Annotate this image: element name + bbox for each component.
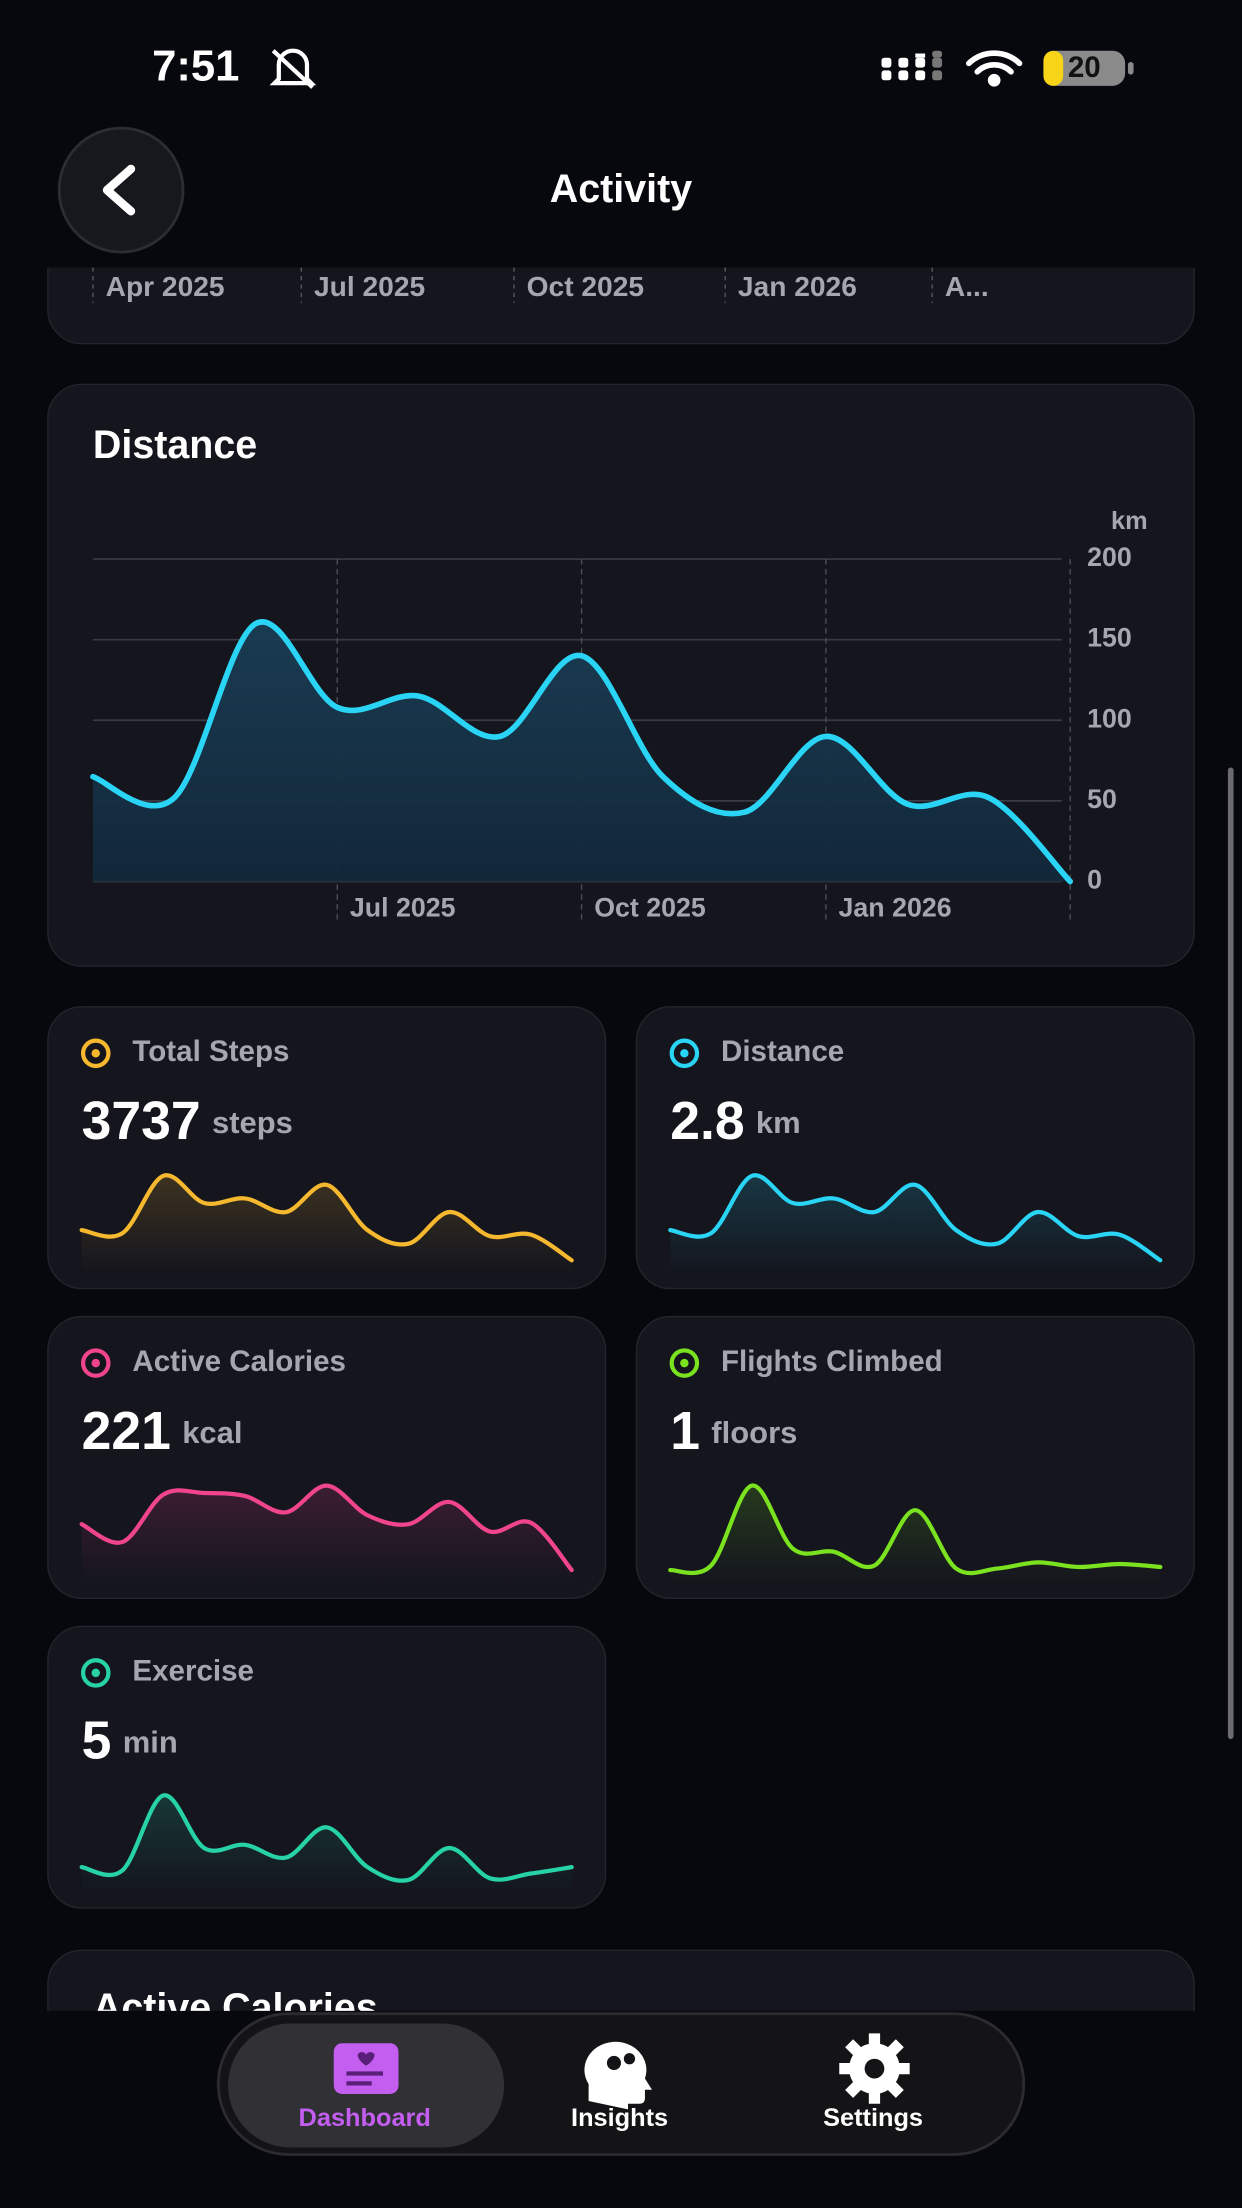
settings-icon <box>839 2033 910 2104</box>
x-tick-label: Jul 2025 <box>350 893 456 923</box>
card-unit: km <box>756 1105 801 1140</box>
metric-card: Flights Climbed 1 floors <box>635 1315 1195 1599</box>
chart-title: Distance <box>93 423 257 467</box>
x-tick-label: Apr 2025 <box>106 271 225 302</box>
metric-card: Distance 2.8 km <box>635 1006 1195 1290</box>
card-unit: floors <box>711 1415 797 1450</box>
card-unit: steps <box>212 1105 293 1140</box>
mute-icon <box>269 48 317 89</box>
insights-icon <box>584 2041 652 2110</box>
card-icon <box>80 1348 111 1378</box>
card-value-line: 2.8 km <box>670 1092 800 1151</box>
card-title: Flights Climbed <box>721 1345 943 1378</box>
wifi-icon <box>966 50 1023 87</box>
x-tick-label: Oct 2025 <box>594 893 706 923</box>
card-value: 5 <box>82 1712 112 1771</box>
card-icon-dot <box>680 1358 689 1368</box>
card-value: 1 <box>670 1402 700 1461</box>
header-bg <box>0 0 1242 268</box>
status-time: 7:51 <box>152 42 239 91</box>
card-icon <box>80 1658 111 1688</box>
metric-card: Active Calories 221 kcal <box>47 1315 607 1599</box>
metric-card: Total Steps 3737 steps <box>47 1006 607 1290</box>
sparkline-fill <box>81 1795 572 1894</box>
sparkline <box>79 1793 574 1883</box>
area-fill <box>92 621 1071 882</box>
y-tick-label: 150 <box>1087 623 1132 653</box>
x-tick-label: Oct 2025 <box>527 271 644 302</box>
sparkline <box>79 1483 574 1573</box>
card-icon-dot <box>680 1049 689 1058</box>
back-button[interactable] <box>57 126 185 254</box>
card-icon-dot <box>91 1049 100 1058</box>
card-icon <box>80 1038 111 1069</box>
sparkline-fill <box>670 1175 1161 1275</box>
y-tick-label: 100 <box>1087 703 1132 733</box>
card-value: 3737 <box>82 1092 201 1151</box>
card-title: Total Steps <box>132 1035 289 1068</box>
card-title: Distance <box>721 1035 844 1068</box>
card-value-line: 3737 steps <box>82 1092 293 1151</box>
sparkline <box>79 1173 574 1263</box>
card-title: Active Calories <box>132 1345 346 1378</box>
y-tick-label: 0 <box>1087 865 1102 895</box>
card-icon <box>669 1348 700 1378</box>
tab-label[interactable]: Settings <box>823 2104 923 2132</box>
card-title: Exercise <box>132 1655 254 1688</box>
card-value: 221 <box>82 1402 171 1461</box>
y-axis-label: km <box>1111 507 1148 535</box>
card-unit: min <box>123 1725 178 1760</box>
card-icon <box>669 1038 700 1069</box>
sparkline-fill <box>81 1175 572 1275</box>
x-tick-label: A... <box>945 271 989 302</box>
battery-icon: 20 <box>1043 50 1134 86</box>
y-tick-label: 200 <box>1087 542 1132 572</box>
card-unit: kcal <box>182 1415 242 1450</box>
y-tick-label: 50 <box>1087 784 1117 814</box>
card-value: 2.8 <box>670 1092 744 1151</box>
card-value-line: 221 kcal <box>82 1402 243 1461</box>
scrollbar <box>1227 767 1234 1740</box>
signal-icon <box>881 50 943 81</box>
card-value-line: 1 floors <box>670 1402 797 1461</box>
battery-level: 20 <box>1068 51 1101 84</box>
page-title: Activity <box>550 167 692 211</box>
x-tick-label: Jul 2025 <box>314 271 425 302</box>
tab-label[interactable]: Insights <box>571 2104 668 2132</box>
card-icon-dot <box>91 1668 100 1678</box>
area-line <box>90 619 1074 885</box>
metric-card: Exercise 5 min <box>47 1625 607 1909</box>
x-tick-label: Jan 2026 <box>839 893 952 923</box>
sparkline-fill <box>81 1485 572 1585</box>
sparkline-fill <box>670 1485 1161 1585</box>
x-tick-label: Jan 2026 <box>738 271 857 302</box>
tab-label[interactable]: Dashboard <box>299 2104 431 2132</box>
sparkline <box>668 1173 1163 1263</box>
sparkline <box>668 1483 1163 1576</box>
card-value-line: 5 min <box>82 1712 178 1771</box>
card-icon-dot <box>91 1358 100 1368</box>
dashboard-icon <box>333 2043 399 2094</box>
